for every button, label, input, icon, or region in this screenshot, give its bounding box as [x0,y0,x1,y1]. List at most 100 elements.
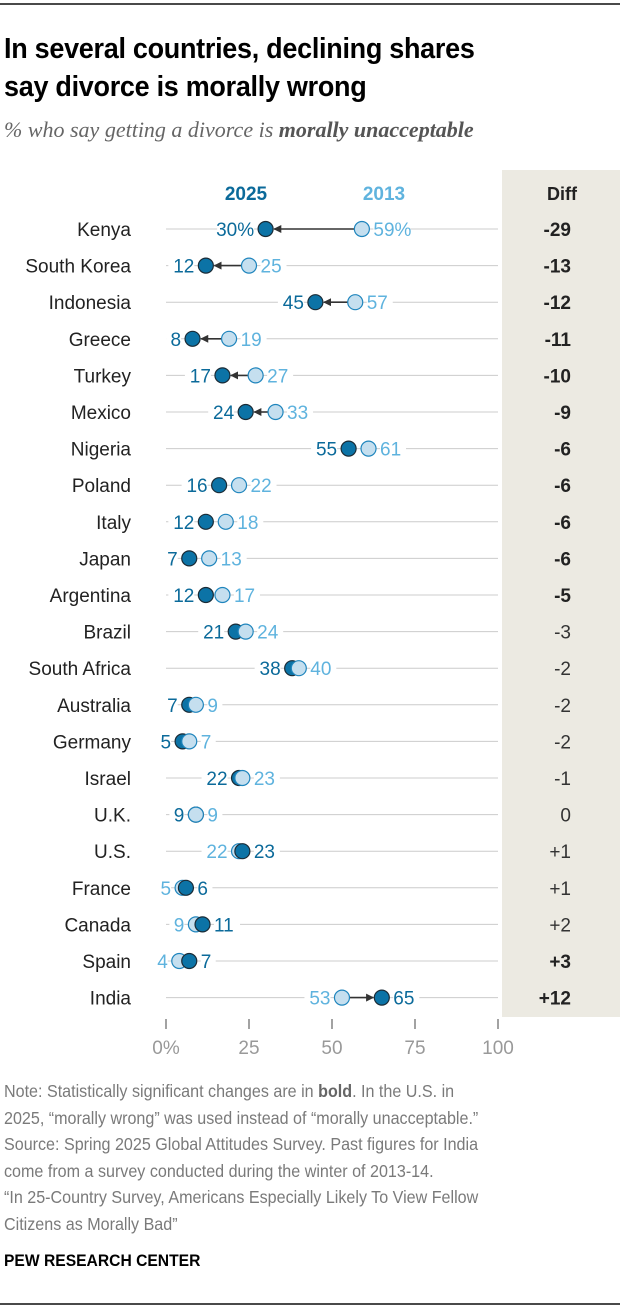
label-mask [166,327,182,350]
label-mask [162,547,178,570]
value-label-2013: 23 [254,769,275,790]
country-label: South Africa [29,659,132,680]
diff-value: +2 [549,915,571,936]
value-label-2013: 22 [206,842,227,863]
dot-2025 [177,879,195,896]
value-label-2025: 16 [186,476,207,497]
chart-row: Nigeria 55 61 -6 [71,437,571,461]
dot-2025 [211,477,228,494]
diff-value: -6 [554,513,571,534]
country-label: Brazil [83,623,131,644]
chart-row: Brazil 21 24 -3 [83,620,571,644]
label-mask [310,657,337,680]
value-label-2025: 7 [201,952,212,973]
value-label-2025: 23 [254,842,275,863]
label-mask [217,218,255,240]
value-label-2025: 5 [161,732,172,753]
diff-value: +1 [549,842,571,863]
dot-2025 [214,367,231,384]
dot-2013 [360,440,377,457]
dot-2013 [353,220,370,238]
label-mask [156,730,172,753]
diff-value: 0 [560,806,571,827]
legend-2013: 2013 [363,184,405,205]
note-bold: bold [318,1081,353,1101]
label-mask [373,218,411,240]
x-tick-label: 0% [152,1038,180,1059]
dot-2025 [184,330,201,347]
label-mask [200,730,216,753]
x-tick-label: 25 [238,1038,259,1059]
diff-value: -2 [554,659,571,680]
subtitle-bold: morally unacceptable [278,117,474,142]
label-mask [250,474,277,497]
value-label-2013: 19 [241,330,262,351]
diff-value: -6 [554,549,571,570]
label-mask [162,693,178,716]
dot-2025 [181,952,198,970]
value-label-2025: 7 [167,696,178,717]
x-tick-label: 50 [321,1038,342,1059]
label-mask [220,547,247,570]
dot-2013 [214,586,231,604]
value-label-2025: 21 [203,623,224,644]
dot-2013 [220,330,238,347]
dot-2013 [187,696,204,713]
diff-value: +1 [549,879,571,900]
diff-column-background [502,170,620,1017]
dot-2025 [197,586,214,604]
label-mask [198,620,225,643]
chart-row: Japan 7 13 -6 [79,547,571,570]
country-label: South Korea [25,257,131,278]
report-title-line-1: “In 25-Country Survey, Americans Especia… [4,1187,479,1207]
chart-row: Argentina 12 17 -5 [50,584,571,607]
chart-row: Turkey 17 27 -10 [74,364,571,387]
dot-2025 [234,843,251,860]
note-text: Note: Statistically significant changes … [4,1081,319,1101]
legend-2025: 2025 [225,184,268,205]
value-label-2025: 11 [214,915,234,936]
label-mask [254,657,281,680]
chart-row: Israel 22 23 -1 [85,767,571,790]
value-label-2013: 24 [257,623,279,644]
dot-2013 [290,660,307,677]
note-text: . In the U.S. in [352,1081,455,1101]
dot-2025 [257,220,274,238]
label-mask [197,876,213,899]
country-label: Israel [85,769,131,790]
value-label-2025: 6 [197,879,208,900]
label-mask [287,401,314,423]
label-mask [184,364,211,387]
diff-value: -11 [545,330,572,351]
x-tick-label: 75 [404,1038,425,1059]
value-label-2013: 25 [261,257,282,278]
bottom-rule [0,1303,620,1305]
value-label-2025: 8 [170,330,181,351]
country-label: Turkey [74,366,132,387]
label-mask [169,803,185,826]
label-mask [253,767,280,789]
diff-value: -12 [544,293,571,314]
country-label: U.K. [94,806,131,827]
value-label-2025: 22 [206,769,227,790]
diff-value: -2 [554,732,571,753]
dot-2013 [333,989,351,1006]
diff-value: +3 [549,952,571,973]
chart-subtitle: % who say getting a divorce is morally u… [4,117,474,143]
source-line-1: Source: Spring 2025 Global Attitudes Sur… [4,1134,479,1154]
diff-header: Diff [547,184,578,204]
x-tick-label: 100 [482,1038,514,1059]
diff-value: +12 [539,989,571,1010]
label-mask [393,986,420,1009]
chart-row: Indonesia 45 57 -12 [49,291,571,314]
diff-value: -6 [554,476,571,497]
value-label-2013: 13 [221,549,242,570]
country-label: Mexico [71,403,131,424]
chart-row: U.S. 22 23 +1 [94,840,571,863]
label-mask [267,364,294,387]
dot-2013 [240,257,258,274]
country-label: France [72,879,131,900]
label-mask [233,584,260,606]
chart-notes: Note: Statistically significant changes … [4,1078,611,1237]
value-label-2013: 40 [310,659,331,680]
